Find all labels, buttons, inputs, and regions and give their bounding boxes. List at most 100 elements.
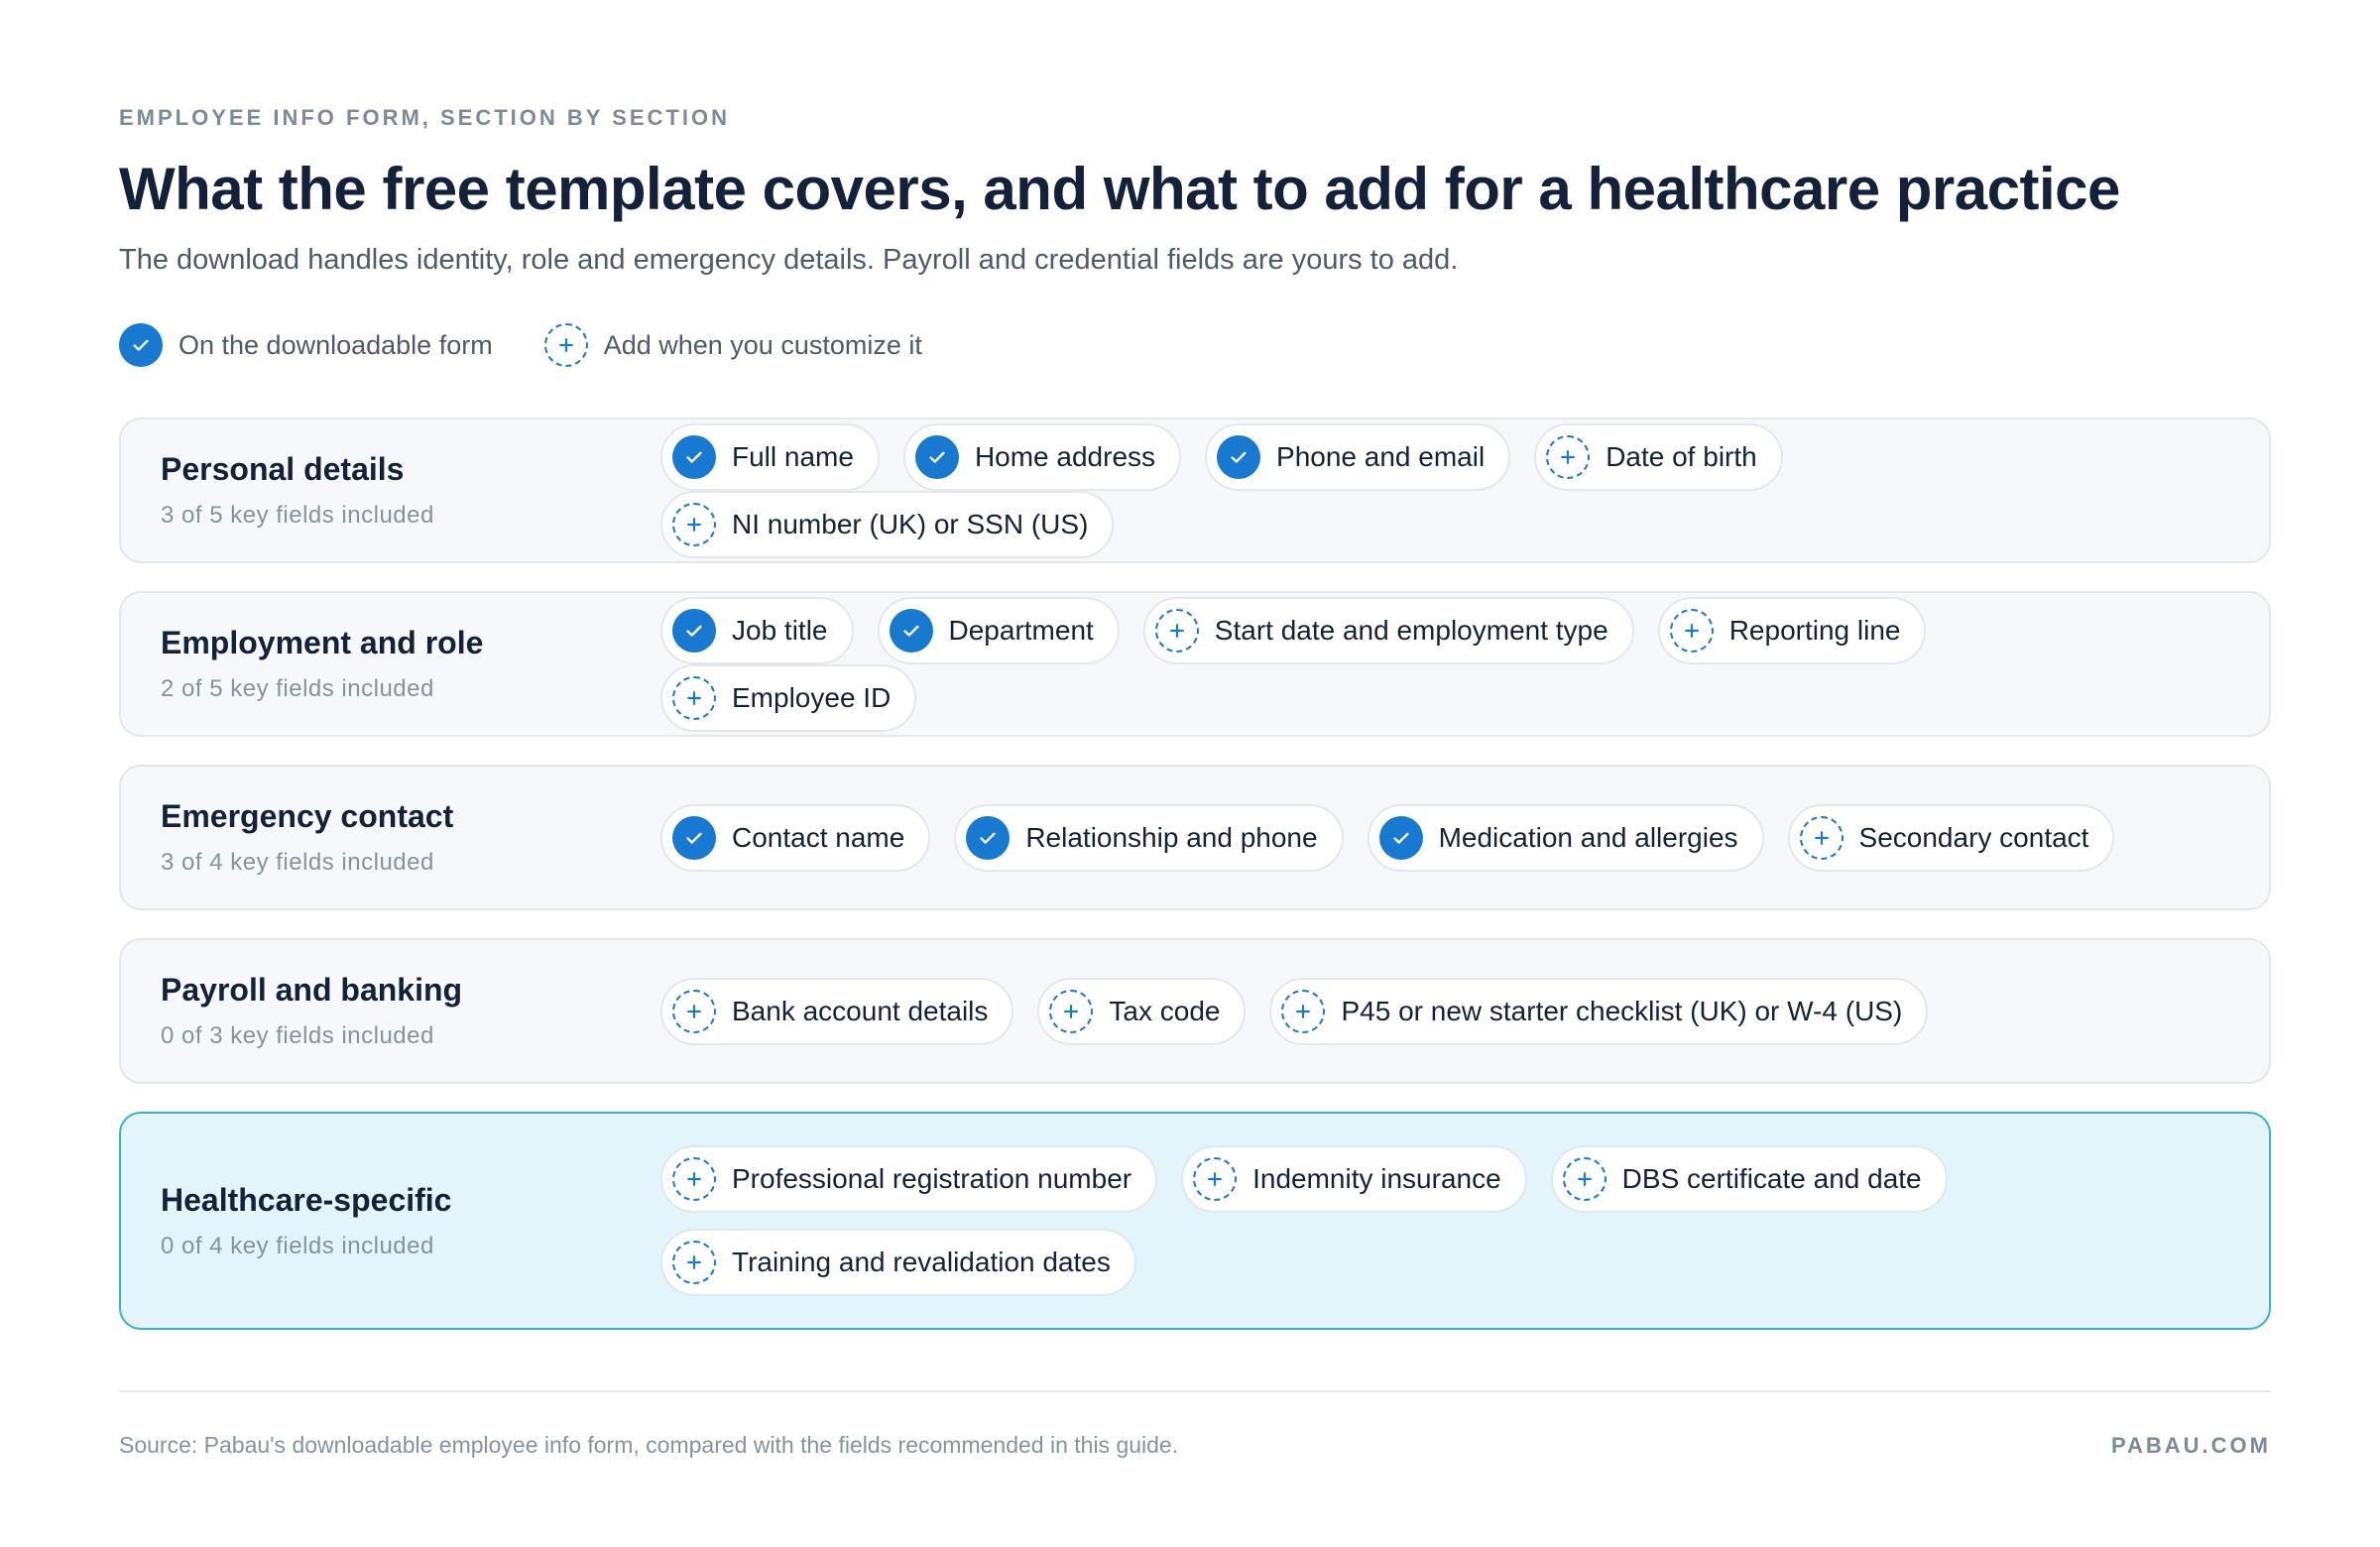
section-header: Healthcare-specific 0 of 4 key fields inc… [161,1182,660,1260]
section-name: Healthcare-specific [161,1181,452,1218]
field-chip-included: Phone and email [1205,422,1511,491]
field-chip-to-add: Training and revalidation dates [660,1229,1136,1296]
field-chip-to-add: Bank account details [660,977,1014,1045]
legend-add: Add when you customize it [543,323,922,367]
field-chip-included: Department [877,596,1120,664]
check-circle-icon [1378,815,1423,860]
section-name: Personal details [161,451,405,487]
plus-dashed-circle-icon [1281,989,1326,1033]
eyebrow-label: EMPLOYEE INFO FORM, SECTION BY SECTION [119,105,730,130]
section-header: Payroll and banking 0 of 3 key fields inc… [161,972,660,1050]
field-chip-to-add: P45 or new starter checklist (UK) or W-4… [1269,977,1929,1045]
field-label: P45 or new starter checklist (UK) or W-4… [1341,995,1903,1026]
field-label: DBS certificate and date [1621,1163,1922,1194]
sections-list: Personal details 3 of 5 key fields includ… [119,417,2271,1330]
field-chip-to-add: Employee ID [660,663,917,732]
check-circle-icon [672,815,716,860]
field-chip-included: Relationship and phone [954,803,1344,872]
section-name: Payroll and banking [161,972,463,1008]
check-circle-icon [672,434,716,479]
field-label: Employee ID [732,681,892,713]
check-circle-icon [672,608,716,653]
field-label: Job title [732,614,828,646]
field-chip-included: Full name [660,422,880,491]
plus-dashed-circle-icon [1049,989,1094,1033]
section-row: Healthcare-specific 0 of 4 key fields inc… [119,1112,2271,1330]
field-label: Medication and allergies [1438,821,1738,853]
field-label: Start date and employment type [1214,614,1608,646]
source-note: Source: Pabau's downloadable employee in… [119,1432,1179,1458]
section-row: Payroll and banking 0 of 3 key fields inc… [119,938,2271,1084]
plus-dashed-circle-icon [672,1241,716,1284]
check-circle-icon [119,323,163,367]
page-title: What the free template covers, and what … [119,156,2120,222]
plus-dashed-circle-icon [543,323,588,367]
plus-dashed-circle-icon [1546,434,1591,479]
field-chip-to-add: Indemnity insurance [1181,1145,1527,1213]
field-label: Relationship and phone [1025,821,1318,853]
field-chip-to-add: Professional registration number [660,1145,1158,1213]
field-chip-to-add: Start date and employment type [1142,596,1634,664]
section-row: Emergency contact 3 of 4 key fields inclu… [119,765,2271,910]
section-header: Employment and role 2 of 5 key fields inc… [161,625,660,703]
legend-add-label: Add when you customize it [603,329,922,360]
field-chips: Contact name Relationship and phone Medica… [660,803,2229,872]
field-label: Reporting line [1728,614,1901,646]
plus-dashed-circle-icon [1799,815,1844,860]
section-row: Employment and role 2 of 5 key fields inc… [119,591,2271,737]
field-label: Phone and email [1276,440,1486,472]
field-label: Tax code [1109,995,1221,1026]
section-name: Emergency contact [161,798,454,834]
field-label: Department [948,614,1094,646]
field-label: Indemnity insurance [1252,1163,1501,1194]
field-label: Bank account details [732,995,989,1026]
field-chip-included: Medication and allergies [1367,803,1764,872]
section-count: 3 of 4 key fields included [161,849,434,876]
field-chip-to-add: NI number (UK) or SSN (US) [660,490,1115,558]
field-chip-included: Home address [902,422,1182,491]
section-name: Employment and role [161,625,484,660]
section-header: Emergency contact 3 of 4 key fields inclu… [161,798,660,877]
plus-dashed-circle-icon [672,675,716,720]
section-count: 0 of 3 key fields included [161,1022,434,1049]
field-label: Contact name [732,821,905,853]
check-circle-icon [1217,434,1261,479]
field-label: Secondary contact [1858,821,2089,853]
field-label: Home address [974,440,1156,472]
section-count: 0 of 4 key fields included [161,1232,434,1259]
field-label: NI number (UK) or SSN (US) [732,508,1089,539]
plus-dashed-circle-icon [672,1157,716,1201]
field-chip-to-add: Reporting line [1657,596,1927,664]
field-chips: Professional registration number Indemnit… [660,1145,2229,1296]
check-circle-icon [889,608,933,653]
field-chip-to-add: DBS certificate and date [1550,1145,1948,1213]
plus-dashed-circle-icon [1154,608,1199,653]
plus-dashed-circle-icon [672,502,716,546]
legend: On the downloadable form Add when you cu… [119,322,2261,368]
legend-included: On the downloadable form [119,323,493,367]
field-chips: Bank account details Tax code P45 or new s… [660,977,2229,1045]
check-circle-icon [914,434,959,479]
field-chip-included: Job title [660,596,854,664]
section-count: 3 of 5 key fields included [161,502,434,529]
field-chip-to-add: Date of birth [1534,422,1783,491]
plus-dashed-circle-icon [672,989,716,1033]
footer-divider [119,1390,2271,1392]
check-circle-icon [966,815,1011,860]
field-chips: Full name Home address Phone and email Date… [660,422,2229,558]
plus-dashed-circle-icon [1562,1157,1606,1201]
field-chip-to-add: Tax code [1037,977,1247,1045]
legend-included-label: On the downloadable form [178,329,493,360]
field-label: Date of birth [1606,440,1757,472]
field-label: Professional registration number [732,1163,1132,1194]
section-header: Personal details 3 of 5 key fields includ… [161,451,660,530]
section-row: Personal details 3 of 5 key fields includ… [119,417,2271,563]
footer: Source: Pabau's downloadable employee in… [119,1432,2271,1459]
plus-dashed-circle-icon [1669,608,1714,653]
page-subtitle: The download handles identity, role and … [119,244,1459,276]
field-chips: Job title Department Start date and employ… [660,596,2229,732]
field-chip-to-add: Secondary contact [1787,803,2115,872]
field-label: Full name [732,440,854,472]
plus-dashed-circle-icon [1193,1157,1238,1201]
